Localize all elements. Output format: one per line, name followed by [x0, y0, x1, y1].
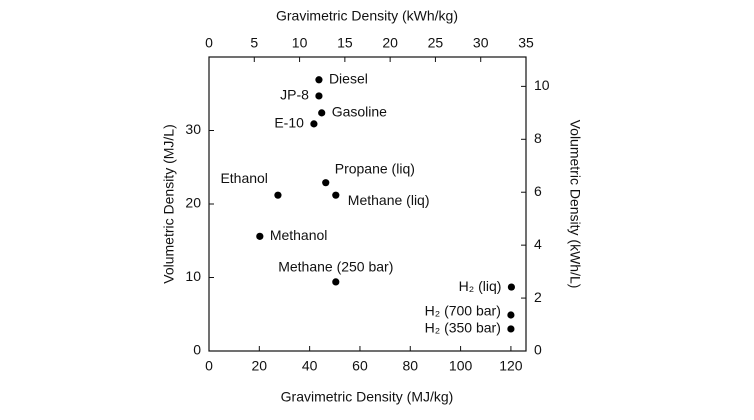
y-axis-label: Volumetric Density (MJ/L) [161, 124, 177, 283]
point [256, 232, 264, 240]
point [315, 76, 323, 84]
point [322, 179, 330, 187]
x-axis-label: Gravimetric Density (MJ/kg) [281, 389, 454, 405]
y-tick-label: 20 [185, 195, 201, 211]
point-label: Methane (250 bar) [278, 259, 393, 275]
point [507, 311, 515, 319]
point-label: H₂ (liq) [459, 278, 502, 294]
point [318, 109, 326, 117]
point-label: JP-8 [280, 87, 309, 103]
point [507, 283, 516, 291]
x2-tick-label: 15 [337, 35, 353, 51]
point-label: Methanol [270, 227, 328, 243]
y2-tick-label: 8 [534, 130, 542, 146]
point-label: H₂ (700 bar) [425, 303, 501, 319]
y2-tick-label: 6 [534, 183, 542, 199]
y2-tick-label: 4 [534, 236, 542, 252]
point [315, 92, 323, 100]
point [332, 278, 340, 286]
x2-tick-label: 10 [292, 35, 308, 51]
x-tick-label: 120 [499, 358, 523, 374]
x-tick-label: 0 [205, 358, 213, 374]
x2-tick-label: 5 [250, 35, 258, 51]
point-label: H₂ (350 bar) [425, 320, 501, 336]
point-label: Methane (liq) [348, 192, 430, 208]
x2-tick-label: 20 [382, 35, 398, 51]
point-label: Ethanol [220, 170, 267, 186]
x2-tick-label: 25 [428, 35, 444, 51]
point [507, 325, 515, 333]
y-tick-label: 30 [185, 121, 201, 137]
y-tick-label: 10 [185, 268, 201, 284]
point-label: Gasoline [332, 104, 387, 120]
point [332, 191, 340, 199]
x-tick-label: 80 [402, 358, 418, 374]
y2-tick-label: 0 [534, 342, 542, 358]
x2-tick-label: 0 [205, 35, 213, 51]
point-label: Propane (liq) [335, 160, 415, 176]
point-label: E-10 [274, 115, 304, 131]
y2-tick-label: 2 [534, 289, 542, 305]
x-tick-label: 60 [352, 358, 368, 374]
x2-tick-label: 35 [518, 35, 534, 51]
x-tick-label: 20 [252, 358, 268, 374]
point [310, 120, 318, 128]
x2-tick-label: 30 [473, 35, 489, 51]
y2-axis-label: Volumetric Density (kWh/L) [567, 120, 583, 289]
point-label: Diesel [329, 70, 368, 86]
point [274, 191, 282, 199]
x-tick-label: 100 [449, 358, 473, 374]
y-tick-label: 0 [193, 342, 201, 358]
x-tick-label: 40 [302, 358, 318, 374]
y2-tick-label: 10 [534, 77, 550, 93]
x2-axis-label: Gravimetric Density (kWh/kg) [276, 8, 458, 24]
